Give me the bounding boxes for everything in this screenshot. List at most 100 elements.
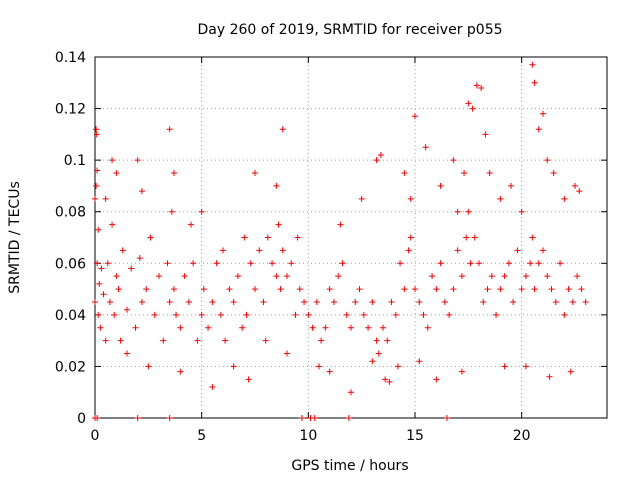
data-point (450, 286, 457, 293)
data-point (200, 286, 207, 293)
data-point (181, 273, 188, 280)
data-point (326, 286, 333, 293)
data-point (220, 247, 226, 254)
data-point (160, 337, 167, 344)
data-point (117, 337, 124, 344)
data-point (309, 324, 316, 331)
x-tick-label: 20 (513, 428, 531, 444)
data-point (433, 286, 440, 293)
data-point (102, 337, 109, 344)
data-point (569, 298, 576, 305)
data-point (510, 298, 517, 305)
data-point (461, 170, 468, 177)
data-point (397, 260, 404, 267)
data-point (369, 358, 376, 365)
data-point (467, 260, 474, 267)
data-point (544, 157, 551, 164)
data-point (147, 234, 154, 241)
data-point (96, 280, 103, 287)
data-point (256, 247, 263, 254)
data-point (565, 286, 572, 293)
data-point (104, 260, 111, 267)
data-point (170, 170, 177, 177)
x-tick-label: 15 (406, 428, 424, 444)
data-point (128, 265, 135, 272)
data-point (198, 208, 205, 215)
x-axis-label: GPS time / hours (291, 458, 408, 474)
data-point (166, 415, 173, 421)
data-point (243, 311, 250, 318)
data-point (294, 234, 301, 241)
y-axis-label: SRMTID / TECUs (7, 181, 23, 294)
data-point (93, 182, 100, 189)
data-point (488, 273, 495, 280)
data-point (522, 273, 529, 280)
data-point (113, 170, 120, 177)
data-point (401, 170, 408, 177)
data-point (518, 208, 525, 215)
data-point (136, 255, 143, 262)
data-point (412, 113, 418, 120)
data-point (561, 311, 568, 318)
data-point (454, 247, 461, 254)
data-point (145, 363, 152, 370)
y-tick-label: 0.02 (55, 359, 86, 375)
axis-ticks: 0 0.02 0.04 0.06 0.08 0.1 0.12 0.14 0 5 10 15 20 (55, 50, 607, 444)
data-point (194, 337, 201, 344)
data-point (484, 286, 491, 293)
data-point (292, 311, 299, 318)
data-point (476, 260, 482, 267)
data-point (288, 260, 295, 267)
data-point (567, 368, 574, 375)
data-point (424, 324, 431, 331)
data-point (548, 286, 555, 293)
data-point (493, 311, 500, 318)
data-point (497, 195, 504, 202)
data-point (168, 208, 175, 215)
data-point (170, 286, 177, 293)
data-points (92, 61, 589, 421)
data-point (531, 79, 538, 86)
data-point (465, 100, 472, 107)
data-point (94, 260, 101, 267)
data-point (124, 306, 130, 313)
data-point (437, 182, 444, 189)
data-point (301, 298, 308, 305)
data-point (92, 195, 98, 202)
data-point (416, 298, 423, 305)
data-point (209, 298, 216, 305)
data-point (326, 368, 333, 375)
data-point (405, 247, 412, 254)
data-point (480, 298, 487, 305)
data-point (262, 337, 269, 344)
data-point (230, 298, 237, 305)
data-point (337, 221, 344, 228)
data-point (190, 260, 197, 267)
data-point (458, 368, 465, 375)
data-point (552, 298, 559, 305)
data-point (245, 376, 252, 383)
data-point (113, 273, 120, 280)
data-point (330, 298, 337, 305)
data-point (540, 110, 546, 117)
data-point (546, 373, 553, 380)
data-point (412, 286, 418, 293)
data-point (284, 350, 290, 357)
data-point (138, 188, 145, 195)
data-point (234, 273, 241, 280)
data-point (264, 234, 271, 241)
y-tick-label: 0 (77, 411, 86, 427)
data-point (98, 265, 105, 272)
grid-lines (95, 57, 607, 418)
data-point (166, 126, 173, 133)
data-point (279, 126, 286, 133)
data-point (382, 376, 389, 383)
y-tick-label: 0.08 (55, 205, 86, 221)
data-point (95, 311, 102, 318)
data-point (501, 363, 508, 370)
data-point (339, 260, 346, 267)
data-point (275, 221, 282, 228)
data-point (505, 260, 512, 267)
data-point (465, 208, 472, 215)
data-point (252, 170, 258, 177)
